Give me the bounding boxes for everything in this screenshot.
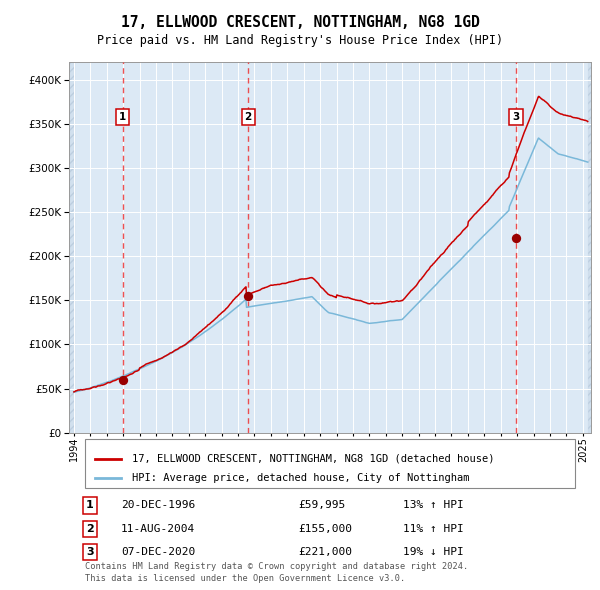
Text: 2: 2 [244,112,252,122]
Text: 1: 1 [119,112,127,122]
Text: £59,995: £59,995 [299,500,346,510]
Point [511,233,521,242]
Point [243,291,253,301]
Text: 2: 2 [86,524,94,534]
Text: 17, ELLWOOD CRESCENT, NOTTINGHAM, NG8 1GD: 17, ELLWOOD CRESCENT, NOTTINGHAM, NG8 1G… [121,15,479,30]
Text: 1: 1 [86,500,94,510]
Text: Price paid vs. HM Land Registry's House Price Index (HPI): Price paid vs. HM Land Registry's House … [97,34,503,47]
FancyBboxPatch shape [85,438,575,488]
Text: 07-DEC-2020: 07-DEC-2020 [121,547,196,557]
Text: 20-DEC-1996: 20-DEC-1996 [121,500,196,510]
Text: £221,000: £221,000 [299,547,353,557]
Text: Contains HM Land Registry data © Crown copyright and database right 2024.: Contains HM Land Registry data © Crown c… [85,562,468,571]
Text: 19% ↓ HPI: 19% ↓ HPI [403,547,464,557]
Text: 11% ↑ HPI: 11% ↑ HPI [403,524,464,534]
Text: HPI: Average price, detached house, City of Nottingham: HPI: Average price, detached house, City… [131,473,469,483]
Text: 11-AUG-2004: 11-AUG-2004 [121,524,196,534]
Text: 3: 3 [512,112,520,122]
Text: 17, ELLWOOD CRESCENT, NOTTINGHAM, NG8 1GD (detached house): 17, ELLWOOD CRESCENT, NOTTINGHAM, NG8 1G… [131,454,494,464]
Text: £155,000: £155,000 [299,524,353,534]
Text: 13% ↑ HPI: 13% ↑ HPI [403,500,464,510]
Text: 3: 3 [86,547,94,557]
Text: This data is licensed under the Open Government Licence v3.0.: This data is licensed under the Open Gov… [85,573,405,583]
Point [118,375,127,385]
